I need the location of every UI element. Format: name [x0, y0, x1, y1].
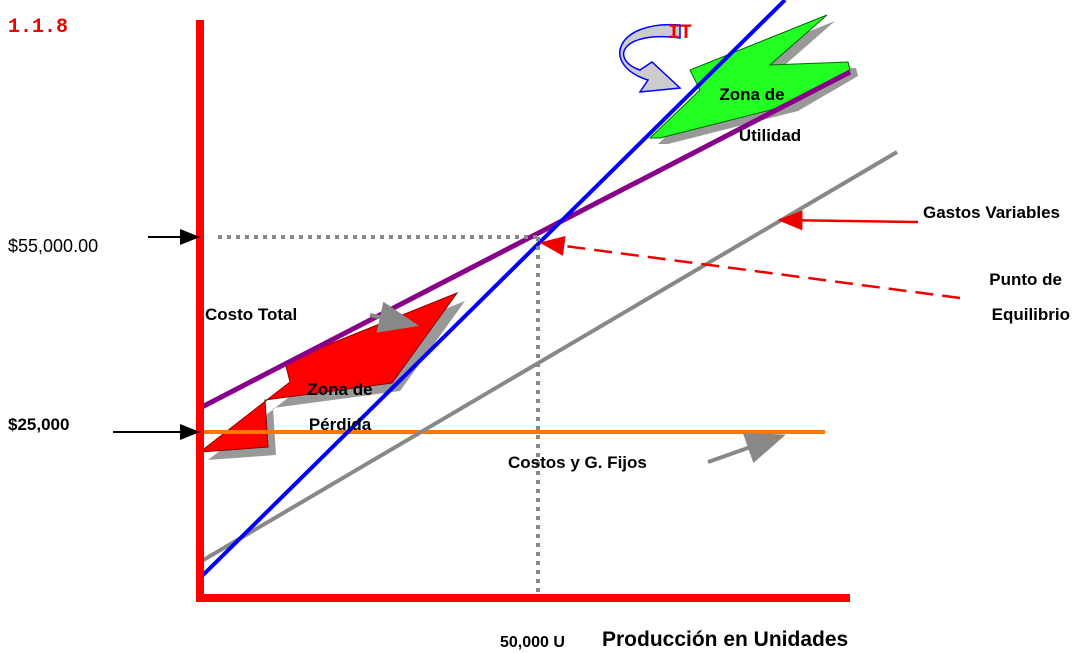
break-even-units: 50,000 U	[500, 634, 565, 651]
section-number: 1.1.8	[8, 16, 68, 39]
fixed-costs: Costos y G. Fijos	[508, 453, 647, 472]
loss-zone: Pérdida	[309, 415, 372, 434]
utility-zone: Utilidad	[739, 126, 801, 145]
utility-zone: Zona de	[719, 85, 784, 104]
shapes	[113, 0, 960, 600]
it-label: IT	[668, 22, 692, 45]
break-even-value: $55,000.00	[8, 236, 98, 256]
x-axis-label: Producción en Unidades	[602, 628, 848, 651]
break-even-point: Equilibrio	[992, 305, 1070, 324]
total-cost: Costo Total	[205, 305, 297, 324]
loss-zone: Zona de	[307, 380, 372, 399]
break-even-point: Punto de	[989, 270, 1062, 289]
fixed-value: $25,000	[8, 415, 69, 434]
variable-costs: Gastos Variables	[923, 203, 1060, 222]
break-even-diagram: 1.1.8 IT Zona de Utilidad Gastos Variabl…	[0, 0, 1073, 653]
